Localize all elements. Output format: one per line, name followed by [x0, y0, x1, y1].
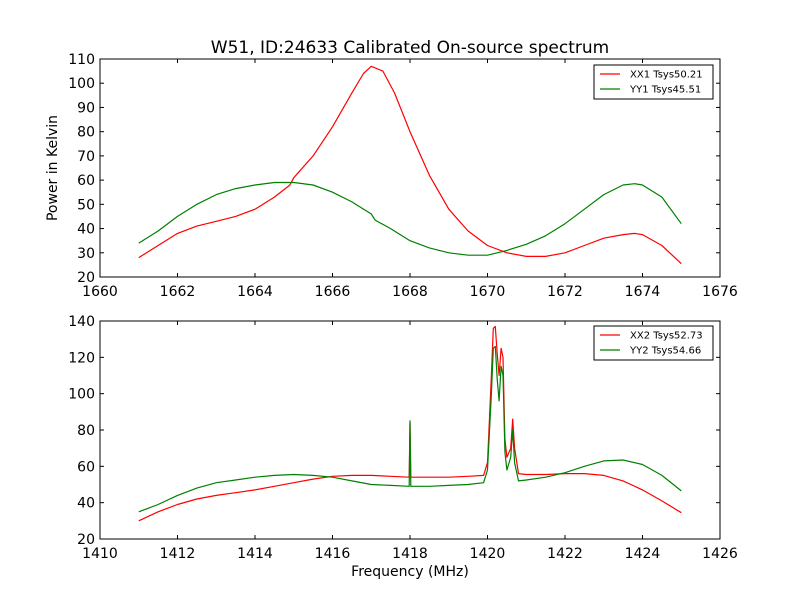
x-tick-label: 1418 — [392, 546, 428, 562]
x-tick-label: 1420 — [470, 546, 506, 562]
x-tick-label: 1670 — [470, 284, 506, 300]
top-panel: 1660 1662 1664 1666 1668 1670 1672 1674 1676 20 30… — [45, 52, 738, 300]
x-tick-label: 1672 — [547, 284, 583, 300]
y-tick-label: 60 — [77, 459, 95, 475]
x-tick-label: 1660 — [82, 284, 118, 300]
x-tick-label: 1424 — [625, 546, 661, 562]
y-tick-label: 40 — [77, 222, 95, 238]
x-tick-label: 1412 — [160, 546, 196, 562]
x-tick-label: 1410 — [82, 546, 118, 562]
legend-label: YY1 Tsys45.51 — [629, 85, 701, 96]
y-tick-label: 90 — [77, 100, 95, 116]
legend-label: YY2 Tsys54.66 — [629, 346, 701, 357]
series-line-xx — [138, 65, 682, 265]
legend: XX1 Tsys50.21 YY1 Tsys45.51 — [593, 64, 714, 100]
y-tick-label: 80 — [77, 423, 95, 439]
x-axis-label: Frequency (MHz) — [351, 564, 469, 580]
y-tick-label: 20 — [77, 532, 95, 548]
x-tick-label: 1662 — [160, 284, 196, 300]
x-tick-label: 1426 — [702, 546, 738, 562]
y-tick-label: 140 — [68, 314, 95, 330]
y-tick-label: 100 — [68, 387, 95, 403]
y-tick-label: 80 — [77, 125, 95, 141]
x-tick-label: 1414 — [237, 546, 273, 562]
y-tick-label: 120 — [68, 350, 95, 366]
series-line-yy — [138, 181, 682, 256]
y-tick-label: 100 — [68, 76, 95, 92]
y-tick-label: 20 — [77, 270, 95, 286]
x-tick-label: 1666 — [315, 284, 351, 300]
x-tick-label: 1416 — [315, 546, 351, 562]
legend-label: XX2 Tsys52.73 — [630, 331, 703, 342]
legend: XX2 Tsys52.73 YY2 Tsys54.66 — [593, 325, 714, 361]
y-axis-label: Power in Kelvin — [45, 115, 61, 221]
legend-box — [593, 64, 714, 100]
series-line-xx — [138, 325, 682, 522]
legend-label: XX1 Tsys50.21 — [630, 70, 703, 81]
x-tick-label: 1668 — [392, 284, 428, 300]
legend-box — [593, 325, 714, 361]
y-tick-label: 110 — [68, 52, 95, 68]
y-tick-label: 40 — [77, 496, 95, 512]
x-tick-label: 1674 — [625, 284, 661, 300]
y-tick-label: 30 — [77, 246, 95, 262]
bottom-panel: 1410 1412 1414 1416 1418 1420 1422 1424 1426 20 40… — [68, 314, 738, 580]
figure-title: W51, ID:24633 Calibrated On-source spect… — [211, 38, 609, 58]
y-tick-label: 60 — [77, 173, 95, 189]
x-tick-label: 1676 — [702, 284, 738, 300]
x-tick-label: 1664 — [237, 284, 273, 300]
series-line-yy — [138, 345, 682, 513]
y-tick-label: 70 — [77, 149, 95, 165]
y-tick-label: 50 — [77, 197, 95, 213]
x-tick-label: 1422 — [547, 546, 583, 562]
